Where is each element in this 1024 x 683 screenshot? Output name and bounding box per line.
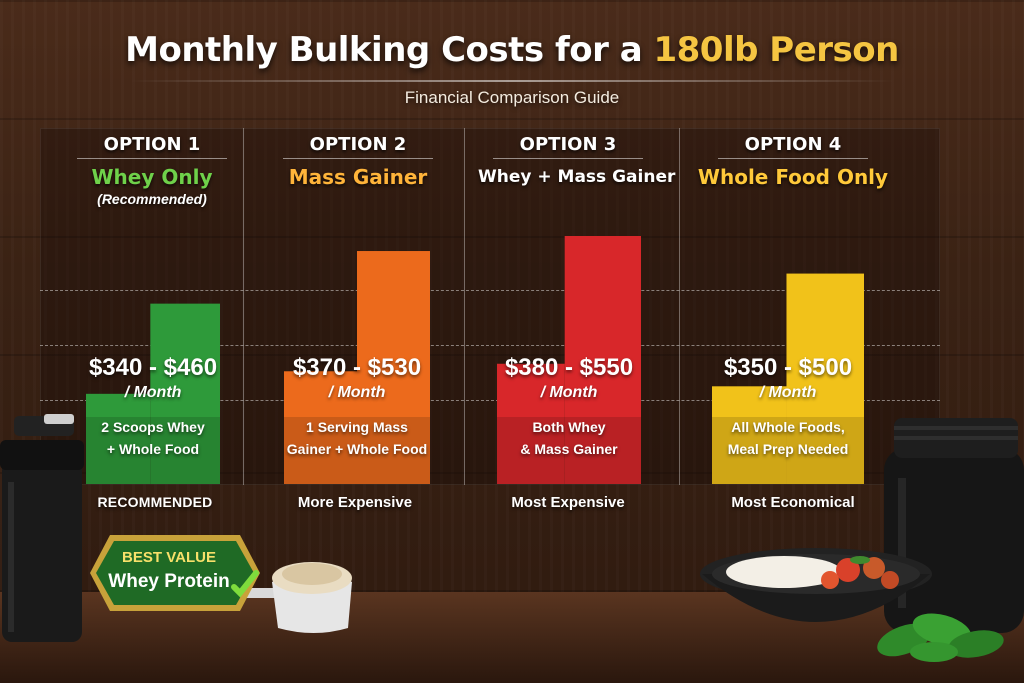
subtitle: Financial Comparison Guide [404,88,620,107]
option-name: Mass Gainer [288,165,428,189]
option-3-footer: Most Expensive [511,494,625,511]
description: 2 Scoops Whey + Whole Food [86,416,220,460]
protein-tub-icon [884,418,1024,633]
bar-low-segment [86,393,151,484]
bar-label-2: $370 - $530 / Month 1 Serving Mass Gaine… [284,354,430,460]
option-note: (Recommended) [97,191,207,207]
option-2-footer: More Expensive [297,494,413,511]
badge-line-1: BEST VALUE [122,549,216,566]
option-name: Whole Food Only [697,165,889,189]
best-value-badge: BEST VALUE Whey Protein [84,527,266,619]
per-month: / Month [328,384,386,401]
option-label: OPTION 3 [493,134,643,159]
bar-1 [86,303,220,484]
bar-4 [712,273,864,484]
price-range: $380 - $550 [504,354,634,381]
per-month: / Month [540,384,598,401]
bar-shade [284,417,430,484]
title-main: Monthly Bulking Costs for a [125,30,654,70]
option-1-header: OPTION 1 Whey Only (Recommended) [62,134,242,207]
bar-low-segment [497,363,565,484]
per-month: / Month [759,384,817,401]
description-line: Meal Prep Needed [727,441,849,457]
bar-high-segment [786,273,864,484]
column-divider [243,128,244,485]
description-line: 1 Serving Mass [306,419,408,435]
column-divider [464,128,465,485]
price-range: $340 - $460 [88,354,218,381]
title: Monthly Bulking Costs for a 180lb Person [0,30,1024,70]
title-rule [130,80,894,82]
price-range: $350 - $500 [723,354,853,381]
description-line: Both Whey [532,419,606,435]
protein-scoop-icon [228,562,352,633]
description-line: & Mass Gainer [520,441,618,457]
description: Both Whey & Mass Gainer [497,416,641,460]
per-month: / Month [124,384,182,401]
bar-shade [86,417,220,484]
spinach-leaves-icon [877,613,1004,662]
badge-line-2: Whey Protein [108,571,230,592]
gridline [40,345,940,346]
option-1-footer: RECOMMENDED [97,494,213,510]
description-line: 2 Scoops Whey [101,419,205,435]
option-2-header: OPTION 2 Mass Gainer [268,134,448,189]
bar-high-segment [564,236,641,484]
food-bowl-icon [700,548,932,622]
bar-high-segment [150,303,220,484]
price-range: $370 - $530 [292,354,422,381]
description-line: All Whole Foods, [731,419,845,435]
badge-shape-icon [90,535,260,611]
bar-label-1: $340 - $460 / Month 2 Scoops Whey + Whol… [86,354,220,460]
bar-low-segment [712,386,787,484]
option-label: OPTION 2 [283,134,433,159]
option-label: OPTION 4 [718,134,868,159]
bar-shade [712,417,864,484]
bar-low-segment [284,371,357,484]
gridline [40,400,940,401]
gridline [40,290,940,291]
bar-2 [284,251,430,484]
option-4-footer: Most Economical [731,494,855,511]
option-name: Whey Only [91,165,213,189]
bar-label-4: $350 - $500 / Month All Whole Foods, Mea… [712,354,864,460]
title-highlight: 180lb Person [653,30,899,70]
option-label: OPTION 1 [77,134,227,159]
option-4-header: OPTION 4 Whole Food Only [693,134,893,189]
column-divider [679,128,680,485]
bar-label-3: $380 - $550 / Month Both Whey & Mass Gai… [497,354,641,460]
bar-high-segment [357,251,430,484]
shaker-bottle-icon [0,414,84,642]
option-name: Whey + Mass Gainer [478,167,676,187]
description: 1 Serving Mass Gainer + Whole Food [284,416,430,460]
bar-shade [497,417,641,484]
bar-3 [497,236,641,484]
description-line: + Whole Food [106,441,200,457]
description-line: Gainer + Whole Food [286,441,428,457]
option-3-header: OPTION 3 Whey + Mass Gainer [478,134,676,187]
description: All Whole Foods, Meal Prep Needed [712,416,864,460]
